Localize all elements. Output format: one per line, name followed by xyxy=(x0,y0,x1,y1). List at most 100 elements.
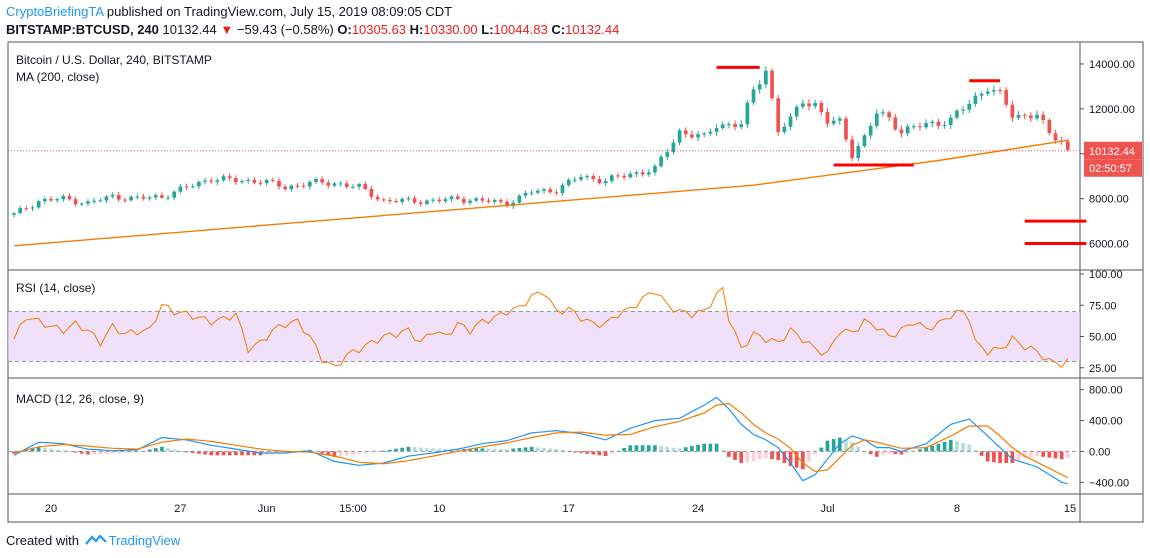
macd-histogram-bar xyxy=(499,448,503,452)
candle-body xyxy=(930,121,935,124)
candle-body xyxy=(307,182,312,187)
macd-histogram-bar xyxy=(505,449,509,452)
candle-body xyxy=(264,179,269,184)
low-label: L: xyxy=(481,22,494,37)
macd-histogram-bar xyxy=(129,451,133,453)
candle-body xyxy=(1010,104,1015,118)
macd-histogram-bar xyxy=(856,446,861,452)
macd-histogram-bar xyxy=(579,451,583,453)
macd-histogram-bar xyxy=(381,450,386,452)
candle-body xyxy=(733,124,737,127)
tradingview-logo-icon xyxy=(84,534,107,545)
high-value: 10330.00 xyxy=(423,22,478,37)
candle-body xyxy=(363,184,368,189)
candle-body xyxy=(572,179,577,181)
rsi-tick-label-0: 25.00 xyxy=(1089,363,1117,375)
last-price-value: 10132.44 xyxy=(162,22,217,37)
candle-body xyxy=(579,177,583,180)
macd-histogram-bar xyxy=(517,447,522,452)
macd-histogram-bar xyxy=(30,448,35,452)
macd-histogram-bar xyxy=(640,445,645,452)
macd-histogram-bar xyxy=(67,451,72,453)
macd-histogram-bar xyxy=(344,451,349,456)
macd-histogram-bar xyxy=(825,440,830,452)
candle-body xyxy=(474,198,479,201)
macd-histogram-bar xyxy=(24,450,29,452)
macd-histogram-bar xyxy=(240,451,244,456)
candle-body xyxy=(640,172,645,175)
candle-body xyxy=(813,103,818,107)
macd-histogram-bar xyxy=(733,451,737,460)
macd-histogram-bar xyxy=(603,451,608,457)
macd-histogram-bar xyxy=(905,451,910,453)
candle-body xyxy=(591,175,596,180)
macd-histogram-bar xyxy=(696,444,700,452)
macd-histogram-bar xyxy=(665,446,670,452)
rsi-line xyxy=(13,286,1069,369)
macd-histogram-bar xyxy=(979,451,984,456)
candle-body xyxy=(844,118,848,140)
macd-histogram-bar xyxy=(190,451,195,453)
macd-histogram-bar xyxy=(431,448,435,452)
candle-body xyxy=(301,185,306,187)
candle-body xyxy=(258,182,263,184)
candle-body xyxy=(807,103,811,107)
macd-histogram-bar xyxy=(918,449,922,452)
macd-histogram-bar xyxy=(332,451,337,457)
candle-body xyxy=(406,198,411,200)
macd-histogram-bar xyxy=(924,447,928,452)
candle-body xyxy=(899,129,904,134)
macd-histogram-bar xyxy=(634,445,639,452)
candle-body xyxy=(628,173,633,178)
candle-body xyxy=(283,186,288,190)
macd-histogram-bar xyxy=(690,446,694,452)
down-arrow-icon: ▼ xyxy=(220,22,234,37)
candle-body xyxy=(86,201,90,204)
macd-histogram-bar xyxy=(727,451,731,457)
time-tick-label-6: 24 xyxy=(692,503,704,515)
macd-histogram-bar xyxy=(178,450,183,452)
candle-body xyxy=(252,179,257,183)
candle-body xyxy=(1004,90,1009,105)
macd-histogram-bar xyxy=(560,450,565,452)
macd-histogram-bar xyxy=(529,446,534,452)
candle-body xyxy=(79,203,84,205)
macd-histogram-bar xyxy=(234,451,238,456)
candle-body xyxy=(739,124,744,127)
candle-body xyxy=(967,103,972,110)
ma-legend-label: MA (200, close) xyxy=(16,70,99,84)
macd-histogram-bar xyxy=(899,451,904,455)
candle-body xyxy=(585,175,589,178)
macd-histogram-bar xyxy=(850,442,854,452)
footer: Created with TradingView xyxy=(6,533,180,548)
candle-body xyxy=(468,200,472,203)
candle-body xyxy=(1041,114,1046,121)
candle-body xyxy=(344,183,349,187)
macd-histogram-bar xyxy=(788,451,793,467)
macd-histogram-bar xyxy=(708,443,713,452)
macd-histogram-bar xyxy=(147,449,152,452)
macd-histogram-bar xyxy=(468,448,472,452)
macd-histogram-bar xyxy=(110,451,115,454)
macd-histogram-bar xyxy=(874,451,879,457)
price-tick-label-0: 6000.00 xyxy=(1089,239,1129,251)
macd-histogram-bar xyxy=(597,451,602,456)
macd-histogram-bar xyxy=(153,448,158,452)
candle-body xyxy=(49,198,53,201)
candle-body xyxy=(338,183,343,185)
candle-body xyxy=(881,112,885,114)
candle-body xyxy=(696,134,700,138)
candle-body xyxy=(357,184,361,187)
candle-body xyxy=(184,186,189,188)
candle-body xyxy=(351,186,355,188)
macd-histogram-bar xyxy=(92,451,96,455)
tradingview-link[interactable]: TradingView xyxy=(108,533,181,548)
candle-body xyxy=(554,192,559,194)
close-label: C: xyxy=(551,22,566,37)
created-with-label: Created with xyxy=(6,533,79,548)
candle-body xyxy=(517,195,522,203)
author-name[interactable]: CryptoBriefingTA xyxy=(6,4,104,19)
macd-histogram-bar xyxy=(677,448,682,452)
candle-body xyxy=(677,130,682,143)
